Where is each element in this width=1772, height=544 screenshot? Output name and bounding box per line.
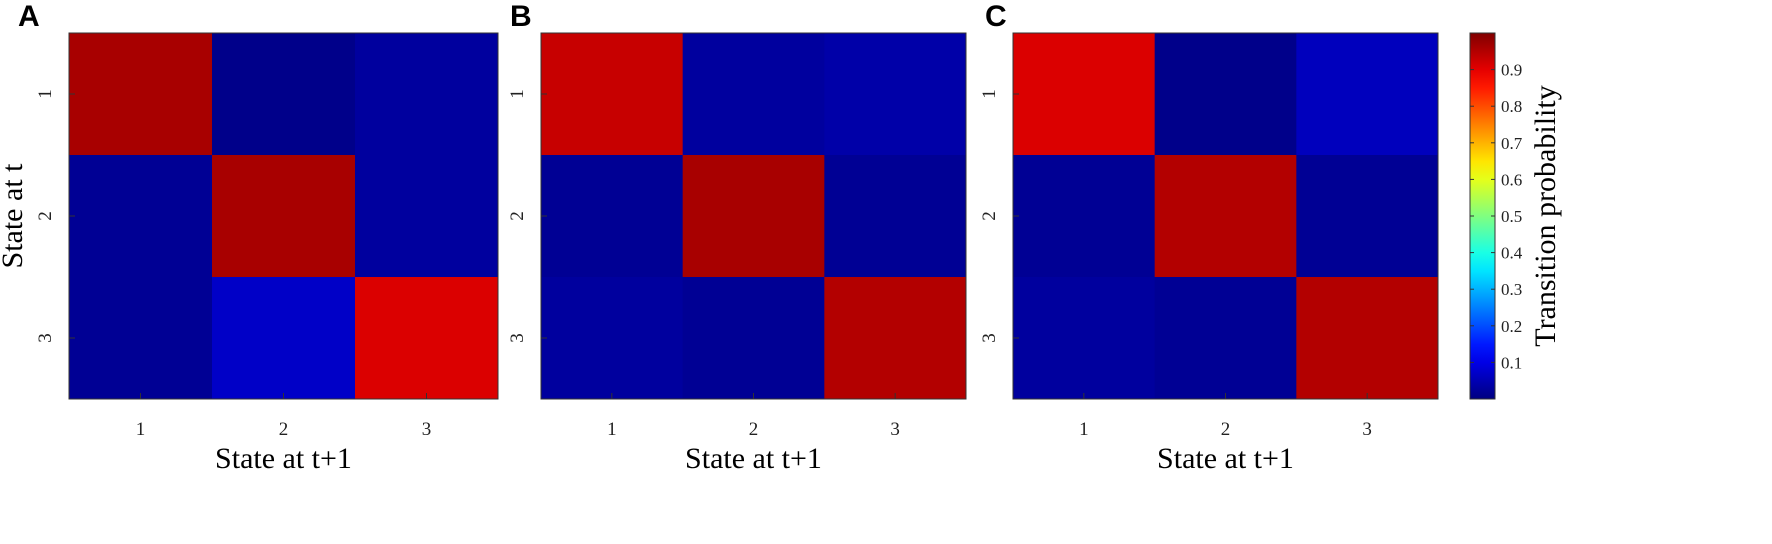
heatmap-cell-r1-c3	[1296, 33, 1439, 156]
heatmap-cell-r1-c1	[69, 33, 213, 156]
colorbar-tick-label: 0.4	[1501, 244, 1523, 263]
colorbar-tick-label: 0.6	[1501, 170, 1522, 189]
x-tick-label: 2	[1221, 419, 1231, 440]
heatmap-cell-r2-c1	[69, 155, 213, 278]
y-tick-label: 3	[35, 333, 56, 343]
x-tick-label: 2	[749, 419, 759, 440]
y-tick-label: 2	[35, 211, 56, 221]
x-tick-label: 3	[1362, 419, 1372, 440]
heatmap-cell-r2-c3	[824, 155, 967, 278]
x-tick-label: 1	[607, 419, 617, 440]
heatmap-cell-r3-c1	[541, 277, 684, 400]
heatmap-cell-r1-c1	[1013, 33, 1156, 156]
y-tick-label: 1	[979, 89, 1000, 99]
y-axis-title: State at t	[0, 163, 29, 269]
colorbar-gradient	[1470, 33, 1495, 399]
heatmap-cell-r1-c2	[1154, 33, 1297, 156]
panel-label: C	[985, 0, 1007, 33]
heatmap-cell-r3-c1	[1013, 277, 1156, 400]
heatmap-cell-r3-c3	[824, 277, 967, 400]
y-tick-label: 2	[979, 211, 1000, 221]
colorbar-tick-label: 0.7	[1501, 134, 1523, 153]
y-tick-label: 1	[35, 89, 56, 99]
x-axis-title: State at t+1	[1157, 442, 1294, 475]
x-tick-label: 3	[422, 419, 432, 440]
x-tick-label: 2	[279, 419, 289, 440]
colorbar: 0.1 0.2 0.3 0.4 0.5 0.6 0.7 0.8 0.9 Transition pr…	[1469, 32, 1562, 400]
colorbar-tick-label: 0.2	[1501, 317, 1522, 336]
heatmap-cell-r2-c3	[355, 155, 499, 278]
x-tick-label: 1	[136, 419, 146, 440]
heatmap-cell-r1-c2	[212, 33, 356, 156]
panel-label: B	[510, 0, 532, 33]
heatmap-cell-r1-c2	[682, 33, 825, 156]
y-tick-label: 3	[979, 333, 1000, 343]
colorbar-tick-label: 0.5	[1501, 207, 1522, 226]
colorbar-tick-label: 0.3	[1501, 280, 1522, 299]
heatmap-cell-r3-c2	[1154, 277, 1297, 400]
y-tick-label: 3	[507, 333, 528, 343]
heatmap-cell-r2-c2	[682, 155, 825, 278]
heatmap-cell-r3-c3	[355, 277, 499, 400]
heatmap-cell-r3-c2	[212, 277, 356, 400]
colorbar-tick-label: 0.9	[1501, 61, 1522, 80]
colorbar-tick-label: 0.1	[1501, 353, 1522, 372]
heatmap-cell-r3-c2	[682, 277, 825, 400]
heatmap-cell-r1-c1	[541, 33, 684, 156]
colorbar-label: Transition probability	[1529, 85, 1562, 346]
heatmap-cell-r2-c3	[1296, 155, 1439, 278]
panel-label: A	[18, 0, 40, 33]
heatmap-cell-r2-c1	[1013, 155, 1156, 278]
colorbar-tick-label: 0.8	[1501, 97, 1522, 116]
heatmap-cell-r2-c2	[212, 155, 356, 278]
y-tick-label: 1	[507, 89, 528, 99]
y-tick-label: 2	[507, 211, 528, 221]
heatmap-panel-c: C 1 2 3 1 2 3 State at t+1	[979, 0, 1439, 475]
heatmap-cell-r1-c3	[355, 33, 499, 156]
heatmap-panel-a: A 1 2 3 1 2 3 State at t+1 State at t	[0, 0, 499, 475]
heatmap-cell-r3-c1	[69, 277, 213, 400]
x-axis-title: State at t+1	[685, 442, 822, 475]
x-axis-title: State at t+1	[215, 442, 352, 475]
heatmap-cell-r2-c2	[1154, 155, 1297, 278]
heatmap-panel-b: B 1 2 3 1 2 3 State at t+1	[507, 0, 967, 475]
x-tick-label: 3	[890, 419, 900, 440]
heatmap-cell-r2-c1	[541, 155, 684, 278]
heatmap-cell-r1-c3	[824, 33, 967, 156]
x-tick-label: 1	[1079, 419, 1089, 440]
heatmap-cell-r3-c3	[1296, 277, 1439, 400]
